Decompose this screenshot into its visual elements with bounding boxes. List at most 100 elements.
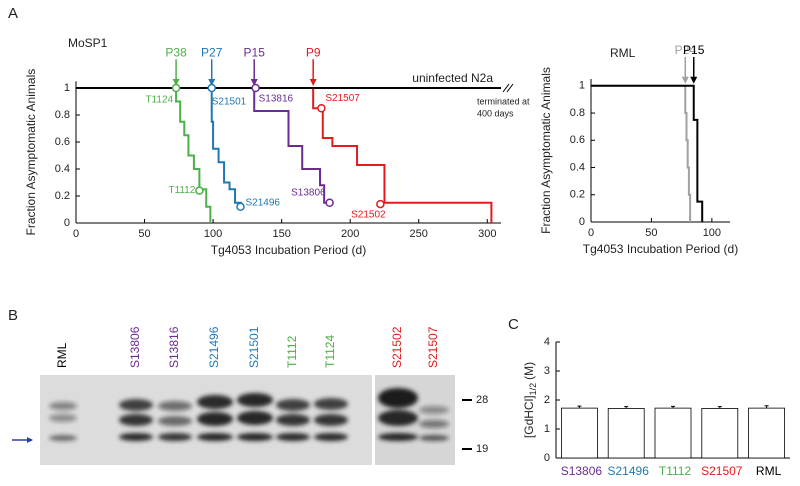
sample-label: S21496 [246,197,281,208]
y-tick-label: 0.2 [55,190,70,202]
y-axis-label-main: [GdHCl] [522,395,536,438]
x-tick-label: S21496 [608,464,650,478]
bar [561,407,598,459]
series-label: P15 [683,43,705,57]
panel-label: B [8,307,18,324]
passage-arrow-head [172,79,180,86]
sample-label: S13806 [291,187,326,198]
passage-arrow-head [681,76,689,84]
panel-label: C [508,316,519,333]
y-tick-label: 0.8 [570,107,585,119]
lane-label: T1112 [285,335,299,368]
y-axis-label: Fraction Asymptomatic Animals [24,69,38,236]
note: terminated at [477,96,530,106]
x-tick-label: 50 [138,228,150,240]
step-line [76,87,331,204]
x-tick-label: 50 [645,227,657,239]
sample-point [171,83,181,93]
lane-label: T1124 [323,335,337,368]
step-line [76,87,493,223]
arrow-head [27,437,33,443]
lane-label: S13816 [167,326,181,368]
x-tick-label: 0 [588,227,594,239]
marker-label: 28 [476,394,488,406]
lane-label: S21507 [426,326,440,368]
sample-point [376,199,385,209]
lane-label: S21496 [207,326,221,368]
x-tick-label: RML [756,464,782,478]
bar [748,407,785,459]
x-tick-label: S13806 [561,464,603,478]
sample-label: S13816 [259,94,294,105]
chart-title: MoSP1 [68,36,108,50]
y-tick-label: 4 [544,336,550,348]
error-bar [624,406,629,409]
y-tick-label: 0.8 [55,109,70,121]
series-label: P15 [244,45,266,59]
y-axis-label: Fraction Asymptomatic Animals [539,67,553,234]
y-tick-label: 0 [544,452,550,464]
x-tick-label: 300 [478,228,496,240]
western-blot: 28 19 [12,375,488,465]
y-tick-label: 0.4 [55,163,70,175]
step-line [76,87,212,223]
series-label: P9 [306,45,321,59]
error-bar [577,405,582,409]
y-tick-label: 3 [544,365,550,377]
series-label: P27 [201,45,223,59]
series-label: P24 [675,43,697,57]
x-tick-label: 200 [341,228,359,240]
x-axis-label: Tg4053 Incubation Period (d) [583,242,738,256]
y-tick-label: 2 [544,394,550,406]
sample-point [207,83,216,93]
x-tick-label: 100 [204,228,222,240]
y-tick-label: 0.4 [570,161,585,173]
y-axis-label-sub: 1/2 [528,383,538,396]
sample-point [325,198,334,207]
lane-label: S21502 [390,326,404,368]
sample-point [236,202,245,212]
step-line [591,84,692,222]
y-tick-label: 0.2 [570,189,585,201]
y-tick-label: 1 [64,82,70,94]
error-bar [764,405,769,409]
y-axis-label: [GdHCl]1/2 (M) [522,362,538,438]
blot-bands [49,388,449,441]
marker-label: 19 [476,443,488,455]
x-tick-label: 150 [272,228,290,240]
chart-title: RML [610,46,636,60]
y-axis-label-unit: (M) [522,362,536,380]
y-tick-label: 1 [579,80,585,92]
x-tick-label: 250 [410,228,428,240]
bar [701,408,739,459]
sample-label: S21501 [212,97,247,108]
y-tick-label: 0.6 [55,136,70,148]
break-mark [502,83,514,93]
x-tick-label: 0 [73,228,79,240]
passage-arrow-head [208,79,216,86]
error-bar [671,405,675,409]
step-line [76,87,242,204]
x-tick-label: 100 [703,227,721,239]
sample-label: T1124 [145,95,173,106]
x-tick-label: S21507 [701,464,743,478]
sample-point [195,186,204,195]
error-bar [717,406,722,409]
sample-label: S21507 [325,93,360,104]
series-label: uninfected N2a [412,71,493,85]
step-line [591,84,704,222]
lane-label: RML [55,342,69,368]
panel-label: A [8,5,18,22]
y-tick-label: 0 [64,217,70,229]
y-tick-label: 1 [544,423,550,435]
y-tick-label: 0 [579,216,585,228]
x-tick-label: T1112 [659,464,692,478]
lane-label: S13806 [128,326,142,368]
y-tick-label: 0.6 [570,134,585,146]
sample-label: S21502 [351,210,386,221]
bar [654,407,692,459]
passage-arrow-head [309,79,317,86]
bar [607,408,645,459]
passage-arrow-head [250,79,258,86]
